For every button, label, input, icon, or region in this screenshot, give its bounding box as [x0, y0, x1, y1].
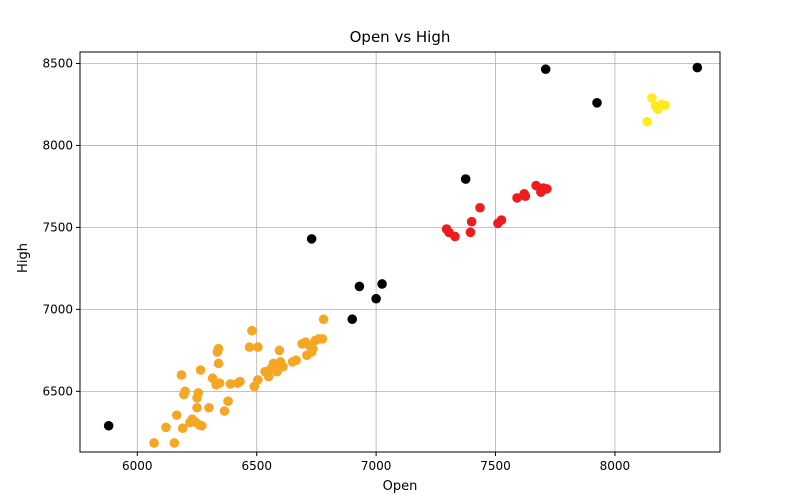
data-point [149, 438, 159, 448]
data-point [354, 281, 365, 292]
y-tick-label: 8000 [42, 138, 73, 152]
x-tick-label: 8000 [600, 459, 631, 473]
data-point [219, 406, 230, 416]
y-tick-label: 6500 [42, 384, 73, 398]
data-point [592, 98, 602, 108]
data-point [253, 375, 263, 385]
data-point [196, 420, 207, 431]
data-point [225, 379, 236, 389]
data-point [377, 279, 387, 289]
data-point [223, 396, 233, 406]
data-point [247, 325, 257, 336]
data-point [540, 64, 551, 75]
data-point [512, 193, 522, 203]
data-points [103, 62, 703, 448]
data-point [193, 388, 204, 398]
x-tick-label: 7500 [480, 459, 511, 473]
data-point [192, 402, 202, 413]
data-point [263, 371, 274, 382]
data-point [306, 234, 317, 244]
data-point [161, 422, 171, 433]
data-point [214, 378, 225, 388]
data-point [204, 402, 214, 413]
data-point [542, 184, 552, 194]
plot-frame [79, 51, 721, 453]
data-point [103, 420, 114, 431]
data-point [213, 358, 224, 369]
y-tick-label: 8500 [42, 56, 73, 70]
y-axis-ticks: 6500 7000 7500 8000 8500 [42, 56, 80, 398]
x-tick-label: 7000 [361, 459, 392, 473]
data-point [318, 314, 329, 325]
data-point [244, 342, 255, 352]
data-point [347, 314, 358, 325]
data-point [450, 231, 460, 242]
data-point [520, 191, 531, 202]
data-point [235, 376, 245, 387]
data-point [213, 343, 224, 354]
data-point [660, 100, 670, 111]
y-tick-label: 7000 [42, 302, 73, 316]
data-point [169, 438, 180, 448]
x-axis-label: Open [383, 479, 418, 494]
data-point [317, 334, 328, 344]
y-axis-label: High [16, 243, 31, 273]
data-point [195, 365, 206, 375]
data-point [180, 386, 190, 397]
data-point [460, 174, 471, 184]
data-point [177, 423, 188, 434]
data-point [171, 410, 182, 420]
data-point [642, 116, 652, 127]
data-point [274, 345, 285, 356]
data-point [371, 293, 381, 304]
grid [80, 52, 720, 452]
chart-title: Open vs High [350, 28, 451, 46]
x-tick-label: 6500 [241, 459, 272, 473]
data-point [278, 361, 288, 372]
data-point [176, 370, 187, 380]
data-point [647, 93, 657, 103]
data-point [692, 62, 703, 73]
data-point [253, 342, 263, 352]
data-point [291, 355, 301, 365]
data-point [466, 216, 477, 227]
data-point [475, 202, 485, 213]
data-point [496, 215, 507, 225]
x-axis-ticks: 6000 6500 7000 7500 8000 [122, 452, 630, 473]
y-tick-label: 7500 [42, 220, 73, 234]
x-tick-label: 6000 [122, 459, 153, 473]
data-point [465, 227, 476, 238]
data-point [308, 343, 318, 354]
